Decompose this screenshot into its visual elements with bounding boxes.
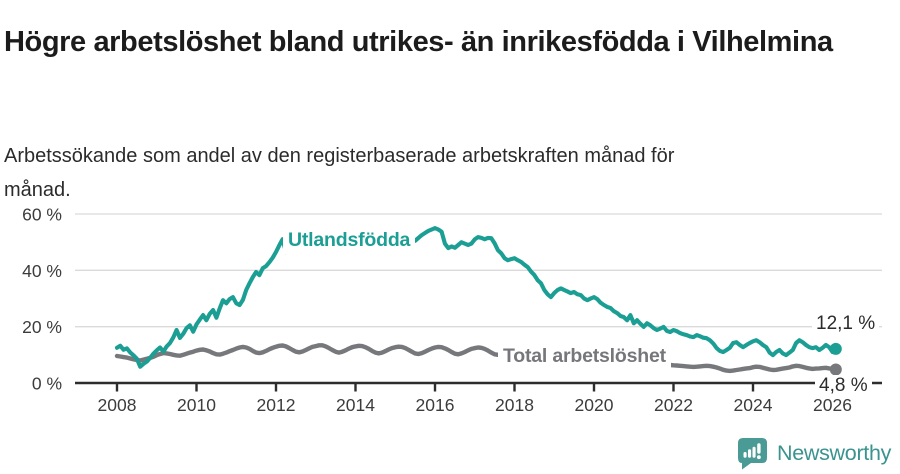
newsworthy-brand-link[interactable]: Newsworthy [737, 437, 891, 470]
brand-name: Newsworthy [777, 441, 892, 465]
svg-text:2018: 2018 [495, 395, 534, 415]
svg-text:60 %: 60 % [22, 204, 62, 224]
chart-subtitle: Arbetssökande som andel av den registerb… [4, 145, 675, 201]
svg-text:20 %: 20 % [22, 317, 62, 337]
svg-text:2016: 2016 [416, 395, 455, 415]
svg-text:40 %: 40 % [22, 261, 62, 281]
series-label-total-arbetsloshet: Total arbetslöshet [498, 343, 671, 370]
end-value-label-utlandsfodda: 12,1 % [812, 313, 880, 335]
series-label-utlandsfodda: Utlandsfödda [283, 227, 416, 254]
chart-title: Högre arbetslöshet bland utrikes- än inr… [4, 26, 833, 59]
svg-text:2026: 2026 [813, 395, 852, 415]
svg-text:2024: 2024 [734, 395, 773, 415]
svg-text:2012: 2012 [257, 395, 296, 415]
end-value-label-total: 4,8 % [815, 375, 872, 397]
svg-text:2008: 2008 [98, 395, 137, 415]
svg-text:2014: 2014 [336, 395, 375, 415]
svg-text:2010: 2010 [177, 395, 216, 415]
svg-text:2022: 2022 [654, 395, 693, 415]
svg-text:2020: 2020 [575, 395, 614, 415]
line-chart-plot-area: 0 % 20 % 40 % 60 % 2008 2010 2012 2014 2016 2018 2… [22, 204, 882, 415]
svg-text:0 %: 0 % [32, 374, 62, 394]
newsworthy-logo-icon [737, 437, 768, 470]
